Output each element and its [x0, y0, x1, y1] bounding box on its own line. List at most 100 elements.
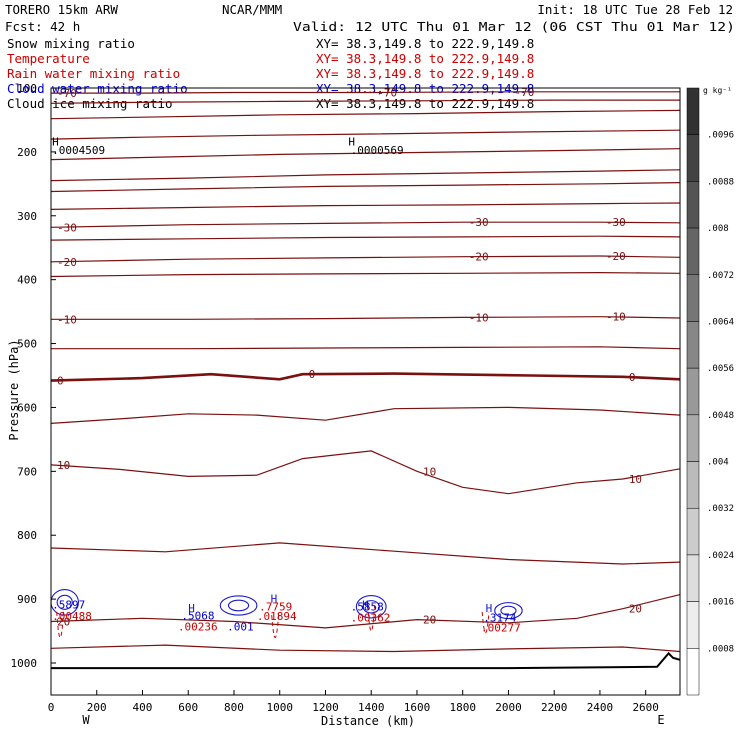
temperature-contour: [50, 182, 681, 193]
plot-area: -70 -70 -70 -30 -30 -30 -20 -20 -20 -10 -10 -10 0 0 0 1…: [50, 86, 681, 670]
colorbar-segment: [686, 507, 700, 556]
valid-time: Valid: 12 UTC Thu 01 Mar 12 (06 CST Thu …: [293, 19, 735, 34]
cloud-water-contour: [56, 594, 73, 610]
temperature-contour: [50, 255, 681, 263]
temperature-contour: [50, 202, 681, 210]
terrain-line: [51, 651, 681, 670]
contour-label: 10: [423, 465, 436, 478]
y-tick-label: 1000: [11, 657, 38, 670]
colorbar-segment: [686, 367, 700, 416]
x-tick-label: 400: [133, 701, 153, 714]
contour-label: -30: [469, 216, 489, 229]
high-marker: H: [348, 136, 355, 149]
temperature-contour: [50, 406, 681, 424]
temperature-contour: [50, 221, 681, 228]
colorbar-segment: [686, 601, 700, 649]
contour-label: -30: [606, 216, 626, 229]
cloud-water-contour: [355, 595, 387, 619]
colorbar-segment: [686, 321, 700, 369]
x-tick-label: 2000: [495, 701, 522, 714]
x-tick-label: 2600: [632, 701, 659, 714]
x-tick-label: 1400: [358, 701, 385, 714]
east-endpoint-label: E: [657, 713, 664, 727]
temperature-contour: [50, 129, 681, 140]
contour-label: -70: [377, 86, 397, 99]
cloud-water-contour: [227, 599, 250, 612]
rain-water-contour: [367, 605, 376, 632]
field-label: Rain water mixing ratio: [7, 66, 180, 81]
max-value-label: .00488: [52, 610, 92, 623]
x-tick-label: 1200: [312, 701, 339, 714]
temperature-contour: [50, 235, 681, 241]
high-marker: H: [271, 592, 278, 605]
x-axis-title: Distance (km): [321, 714, 415, 728]
colorbar-segment: [686, 227, 700, 276]
temperature-contour: [51, 316, 681, 320]
colorbar-label: .0048: [707, 411, 734, 421]
y-tick-label: 600: [17, 401, 37, 414]
contour-label: -30: [57, 221, 77, 234]
y-tick-label: 100: [17, 82, 37, 95]
x-tick-label: 0: [48, 701, 55, 714]
contour-label: 0: [309, 368, 316, 381]
high-marker: H: [52, 136, 59, 149]
x-tick-label: 2200: [541, 701, 568, 714]
cloud-water-contour: [362, 600, 380, 614]
max-value-label: .5858: [351, 601, 384, 614]
max-value-label: .0000569: [351, 144, 404, 157]
max-value-label: .00236: [178, 620, 218, 633]
contour-label: -10: [606, 311, 626, 324]
temperature-contour: [50, 271, 681, 278]
field-xy-range: XY= 38.3,149.8 to 222.9,149.8: [316, 36, 534, 51]
contour-label: 0: [57, 375, 64, 388]
center-name: NCAR/MMM: [222, 2, 282, 17]
forecast-hour: Fcst: 42 h: [5, 19, 80, 34]
y-axis-title: Pressure (hPa): [7, 339, 21, 440]
contour-label: -10: [57, 313, 77, 326]
y-tick-label: 200: [17, 146, 37, 159]
rain-water-contour: [56, 611, 65, 638]
x-tick-label: 1000: [266, 701, 293, 714]
colorbar-label: .0008: [707, 644, 734, 654]
cloud-water-contour: [500, 605, 517, 616]
cloud-water-contour: [219, 595, 258, 616]
x-tick-label: 800: [224, 701, 244, 714]
colorbar-label: .0024: [707, 551, 734, 561]
colorbar-label: .008: [707, 224, 729, 234]
colorbar-label: .0096: [707, 131, 734, 141]
field-label: Temperature: [7, 51, 90, 66]
colorbar-label: .0072: [707, 271, 734, 281]
y-tick-label: 700: [17, 465, 37, 478]
temperature-contour: [51, 346, 681, 350]
temperature-contour: [50, 594, 681, 629]
y-tick-label: 300: [17, 210, 37, 223]
temperature-contour: [50, 372, 681, 382]
colorbar-segment: [686, 134, 700, 182]
plot-frame: [50, 87, 681, 696]
colorbar-label: .0016: [707, 598, 734, 608]
contour-label: 10: [57, 459, 70, 472]
max-value-label: .5897: [52, 599, 85, 612]
max-value-label: .3174: [483, 611, 516, 624]
temperature-contour: [50, 450, 681, 495]
model-title: TORERO 15km ARW: [5, 2, 118, 17]
init-time: Init: 18 UTC Tue 28 Feb 12: [537, 2, 733, 17]
colorbar-segment: [686, 274, 700, 322]
x-tick-label: 1800: [449, 701, 476, 714]
y-tick-label: 800: [17, 529, 37, 542]
colorbar-segment: [686, 181, 700, 229]
colorbar-segment: [686, 414, 700, 462]
colorbar: g kg⁻¹ .0096 .0088 .008 .0072 .0064 .0056 .0048…: [686, 86, 734, 696]
y-tick-label: 500: [17, 338, 37, 351]
x-tick-label: 1600: [404, 701, 431, 714]
rain-water-contour: [271, 615, 280, 638]
max-value-label: .5068: [181, 610, 214, 623]
max-value-label: .00277: [481, 622, 521, 635]
contour-label: -20: [57, 256, 77, 269]
contour-label: -70: [57, 87, 77, 100]
contour-label: 20: [629, 603, 642, 616]
temperature-contour: [51, 91, 680, 94]
temperature-contour: [50, 542, 681, 565]
